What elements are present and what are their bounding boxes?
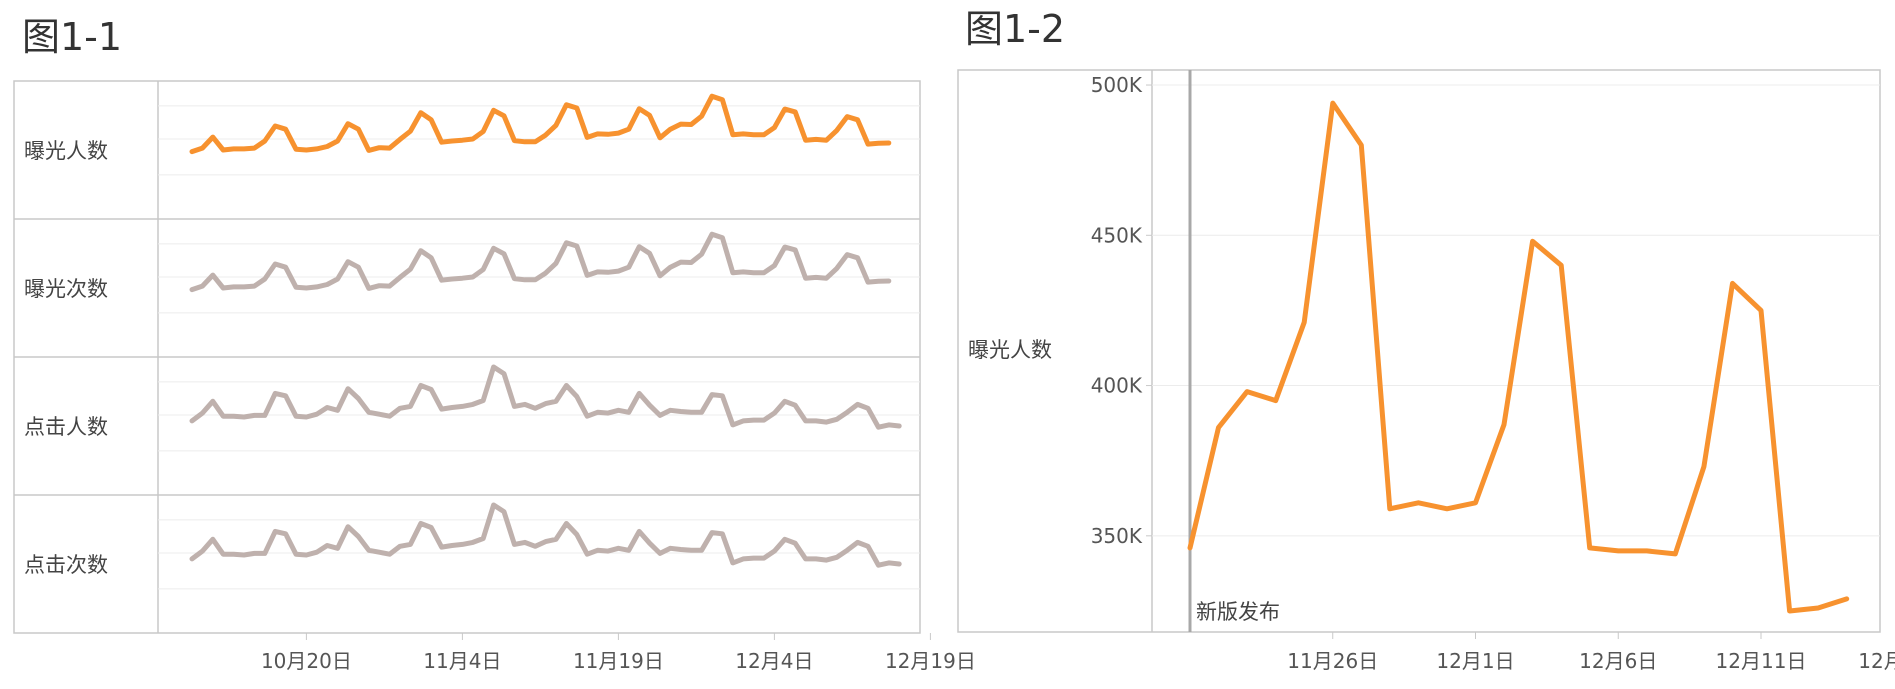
series-line: [189, 231, 892, 293]
series-line: [189, 502, 902, 568]
panel-label: 曝光人数: [24, 139, 108, 163]
panel-label: 点击人数: [24, 415, 108, 439]
panel-label: 点击次数: [24, 553, 108, 577]
chart-2-title: 图1-2: [965, 7, 1065, 51]
x-tick-label: 11月4日: [423, 649, 501, 673]
x-tick-label: 11月26日: [1287, 649, 1378, 673]
release-marker-label: 新版发布: [1196, 600, 1280, 624]
chart-1-title: 图1-1: [22, 15, 122, 59]
y-axis-label: 曝光人数: [968, 338, 1052, 362]
panel-label: 曝光次数: [24, 277, 108, 301]
series-line: [189, 93, 892, 155]
y-tick-label: 450K: [1091, 223, 1143, 247]
y-tick-label: 350K: [1091, 524, 1143, 548]
x-tick-label: 12月11日: [1716, 649, 1807, 673]
x-tick-label: 12月1日: [1436, 649, 1514, 673]
x-tick-label: 12月19日: [885, 649, 976, 673]
panel-2: 曝光次数: [14, 218, 920, 314]
x-tick-label: 12月4日: [735, 649, 813, 673]
series-line: [1187, 100, 1850, 614]
y-tick-label: 500K: [1091, 73, 1143, 97]
panel-3: 点击人数: [14, 356, 920, 452]
panel-4: 点击次数: [14, 494, 920, 590]
x-tick-label: 11月19日: [573, 649, 664, 673]
x-tick-label: 12月6日: [1579, 649, 1657, 673]
series-line: [189, 364, 902, 430]
x-tick-label: 12月16日: [1858, 649, 1895, 673]
panel-1: 曝光人数: [24, 93, 920, 176]
chart-2-frame: [957, 69, 1881, 633]
x-tick-label: 10月20日: [261, 649, 352, 673]
y-tick-label: 400K: [1091, 374, 1143, 398]
chart-exposure-trend: 图1-2 350K 400K 450K 500K 曝光人数 11月26日 12月1日 12月6日…: [957, 7, 1895, 673]
